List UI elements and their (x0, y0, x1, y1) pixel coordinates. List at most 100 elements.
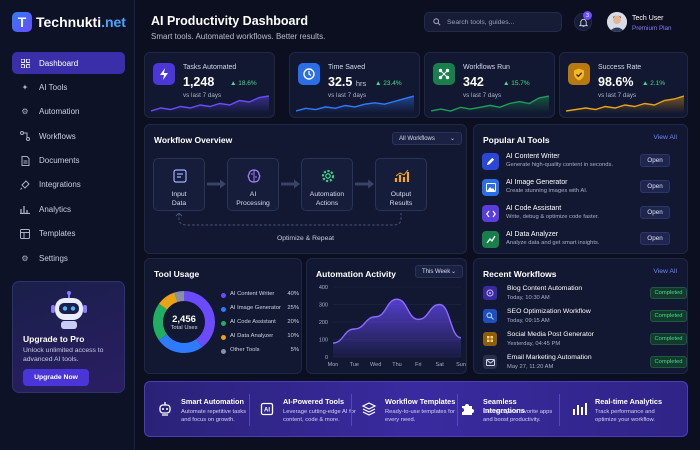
upgrade-title: Upgrade to Pro (23, 334, 85, 344)
y-tick-label: 300 (319, 303, 328, 309)
y-tick-label: 400 (319, 285, 328, 291)
document-icon (20, 155, 30, 166)
sparkline (296, 95, 414, 113)
sidebar-item-integrations[interactable]: Integrations (12, 174, 125, 196)
chevron-down-icon: ⌄ (450, 269, 456, 275)
donut-center-label: Total Uses (170, 325, 198, 331)
popular-tools-view-all[interactable]: View All (653, 134, 677, 141)
sidebar-item-templates[interactable]: Templates (12, 223, 125, 245)
legend-item: AI Content Writer 40% (221, 291, 299, 301)
lightning-icon (153, 63, 175, 85)
workflow-overview-panel: Workflow Overview All Workflows ⌄ Input Da… (144, 124, 467, 254)
sidebar-item-label: Automation (39, 107, 80, 117)
sidebar-item-label: Settings (39, 253, 68, 263)
popular-tools-title: Popular AI Tools (483, 135, 550, 145)
range-select[interactable]: This Week ⌄ (415, 265, 463, 278)
tool-row-image-generator[interactable]: AI Image Generator Create stunning image… (482, 177, 670, 201)
donut-slice (183, 291, 215, 348)
robot-icon (157, 401, 173, 417)
arrow-right-icon (281, 179, 300, 189)
x-tick-label: Sun (456, 362, 466, 368)
arrow-right-icon (207, 179, 226, 189)
area-fill (333, 299, 461, 357)
list-item[interactable]: SEO Optimization Workflow Today, 09:15 A… (483, 306, 687, 328)
donut-slice (158, 292, 178, 310)
flow-step-input[interactable]: Input Data (153, 158, 205, 211)
sidebar-item-label: Integrations (39, 180, 81, 190)
tool-row-code-assistant[interactable]: AI Code Assistant Write, debug & optimiz… (482, 203, 670, 227)
workflow-filter-select[interactable]: All Workflows ⌄ (392, 132, 462, 145)
open-button[interactable]: Open (640, 232, 670, 245)
tool-row-content-writer[interactable]: AI Content Writer Generate high-quality … (482, 151, 670, 175)
grid-icon (20, 58, 30, 68)
flow-step-automation[interactable]: Automation Actions (301, 158, 353, 211)
x-tick-label: Wed (370, 362, 381, 368)
page-subtitle: Smart tools. Automated workflows. Better… (151, 32, 326, 41)
ai-chip-icon: AI (259, 401, 275, 417)
open-button[interactable]: Open (640, 180, 670, 193)
stat-value: 32.5 hrs (328, 75, 367, 89)
sidebar-item-analytics[interactable]: Analytics (12, 198, 125, 220)
workflow-overview-title: Workflow Overview (154, 135, 233, 145)
user-name[interactable]: Tech User (632, 15, 664, 22)
sidebar-item-ai-tools[interactable]: ✦ AI Tools (12, 76, 125, 98)
sidebar-item-settings[interactable]: ⚙ Settings (12, 247, 125, 269)
stat-label: Tasks Automated (183, 64, 237, 71)
flow-step-output[interactable]: Output Results (375, 158, 427, 211)
workflow-icon (20, 131, 30, 142)
sidebar-item-workflows[interactable]: Workflows (12, 125, 125, 147)
list-item[interactable]: Social Media Post Generator Yesterday, 0… (483, 329, 687, 351)
stat-card-tasks[interactable]: Tasks Automated 1,248 ▲ 18.6% vs last 7 … (144, 52, 275, 118)
user-plan: Premium Plan (632, 25, 672, 32)
y-tick-label: 0 (325, 355, 328, 361)
upgrade-now-button[interactable]: Upgrade Now (23, 369, 89, 386)
stat-card-time[interactable]: Time Saved 32.5 hrs ▲ 23.4% vs last 7 da… (289, 52, 420, 118)
avatar[interactable] (607, 12, 627, 32)
stat-note: vs last 7 days (328, 92, 367, 99)
network-icon (433, 63, 455, 85)
feature-real-time-analytics: Real-time Analytics Track performance an… (563, 382, 671, 438)
feature-seamless-integrations: Seamless Integrations Connect your favor… (451, 382, 559, 438)
page-title: AI Productivity Dashboard (151, 14, 308, 28)
sidebar-item-dashboard[interactable]: Dashboard (12, 52, 125, 74)
robot-icon (51, 291, 87, 329)
status-badge: Completed (650, 310, 687, 322)
sidebar-item-label: Workflows (39, 131, 76, 141)
sidebar-item-automation[interactable]: ⚙ Automation (12, 101, 125, 123)
list-item[interactable]: Email Marketing Automation May 27, 11:20… (483, 352, 687, 374)
y-tick-label: 200 (319, 320, 328, 326)
stat-card-workflows[interactable]: Workflows Run 342 ▲ 15.7% vs last 7 days (424, 52, 555, 118)
list-item[interactable]: Blog Content Automation Today, 10:30 AM … (483, 283, 687, 305)
stat-note: vs last 7 days (598, 92, 637, 99)
x-tick-label: Tue (350, 362, 359, 368)
sidebar-nav: Dashboard ✦ AI Tools ⚙ Automation Workfl… (12, 52, 125, 272)
donut-slice (158, 334, 203, 353)
puzzle-icon (459, 401, 475, 417)
bar-chart-icon (20, 204, 30, 215)
sidebar-item-label: Dashboard (39, 58, 79, 68)
x-tick-label: Mon (328, 362, 339, 368)
sparkline-line (566, 95, 684, 112)
open-button[interactable]: Open (640, 206, 670, 219)
brand-name: Technukti (36, 14, 102, 30)
sidebar-item-documents[interactable]: Documents (12, 150, 125, 172)
stat-value: 342 (463, 75, 484, 89)
brand-logo[interactable]: T Technukti.net (12, 12, 126, 32)
stat-card-success[interactable]: Success Rate 98.6% ▲ 2.1% vs last 7 days (559, 52, 688, 118)
search-input[interactable] (447, 18, 557, 26)
status-badge: Completed (650, 356, 687, 368)
search-box[interactable] (424, 12, 562, 32)
notification-badge: 3 (583, 11, 592, 20)
social-icon (483, 332, 497, 346)
donut-slice (174, 291, 185, 303)
tool-row-data-analyzer[interactable]: AI Data Analyzer Analyze data and get sm… (482, 229, 670, 253)
flow-step-ai-processing[interactable]: AI Processing (227, 158, 279, 211)
recent-workflows-view-all[interactable]: View All (653, 268, 677, 275)
search-icon (433, 18, 441, 26)
layers-icon (361, 401, 377, 417)
open-button[interactable]: Open (640, 154, 670, 167)
legend-item: AI Code Assistant 20% (221, 319, 299, 329)
status-badge: Completed (650, 333, 687, 345)
pen-icon (482, 153, 499, 170)
